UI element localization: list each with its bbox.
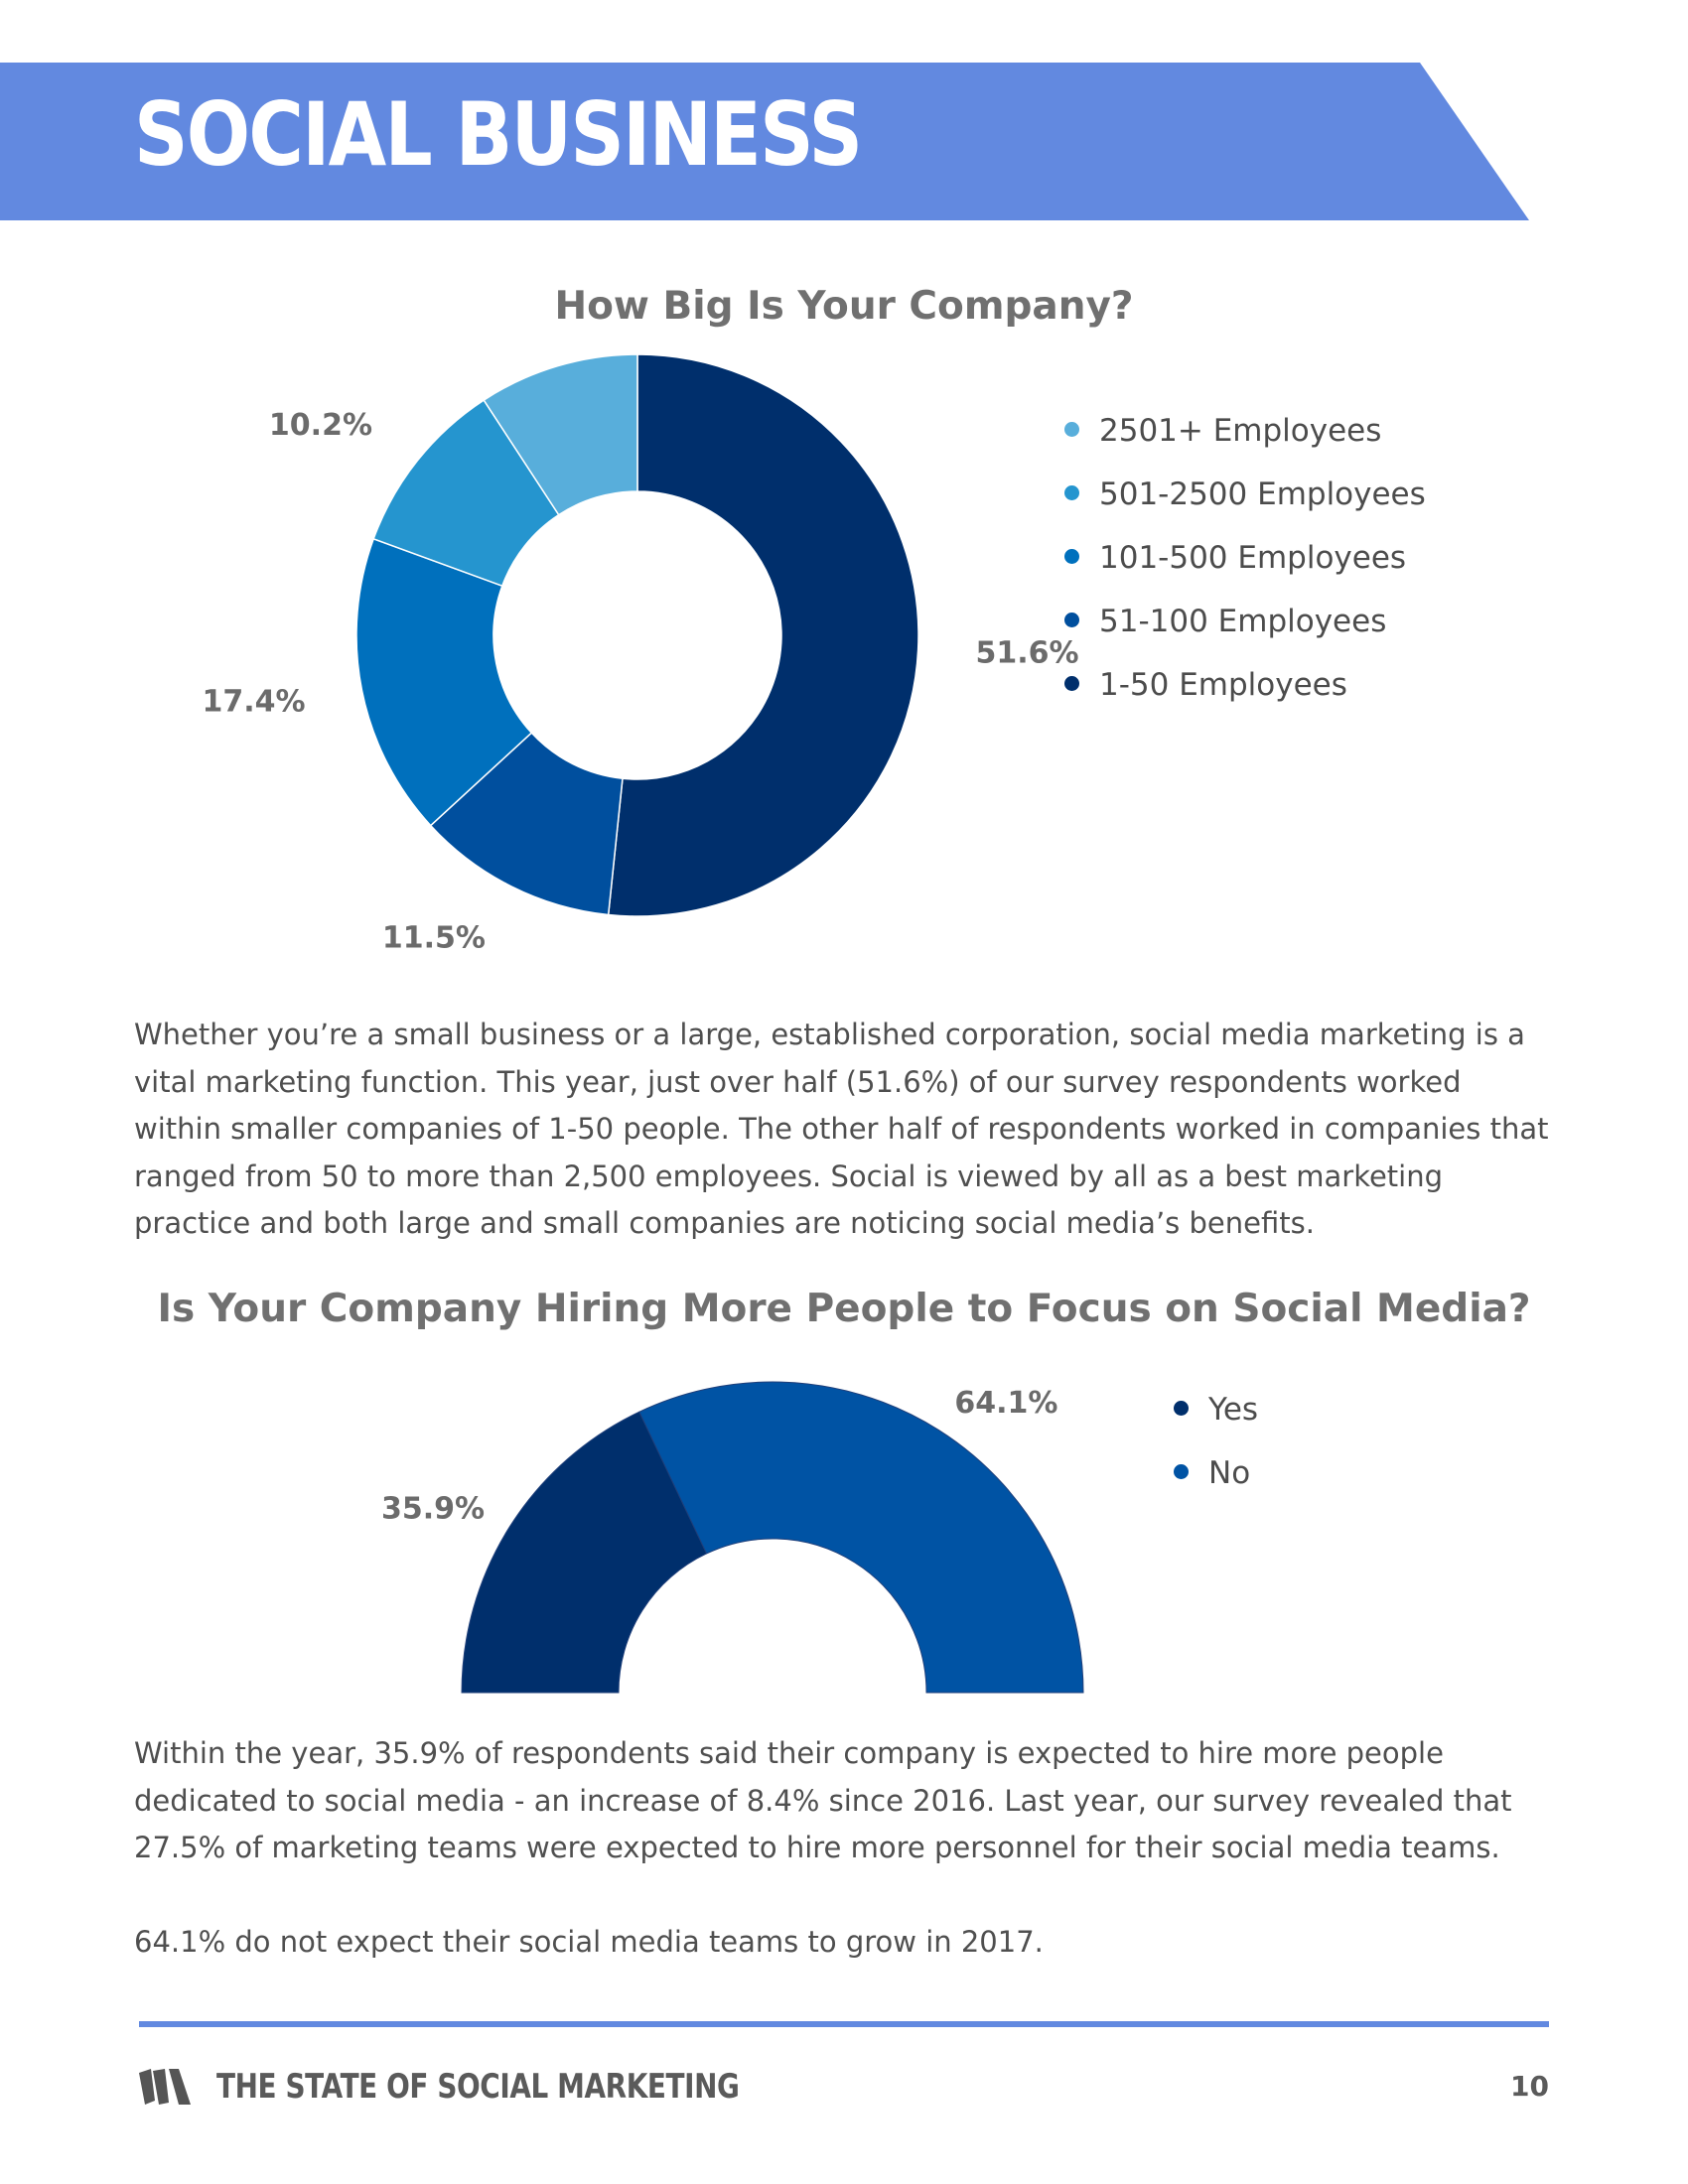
legend-label: 501-2500 Employees	[1099, 477, 1426, 512]
donut-slice	[483, 353, 638, 516]
semi-donut-slice	[461, 1411, 708, 1694]
publisher-logo-icon	[139, 2069, 191, 2105]
legend-item: No	[1174, 1455, 1258, 1519]
donut-slice-label: 51.6%	[976, 636, 1079, 671]
legend-item: 2501+ Employees	[1064, 413, 1426, 477]
legend-swatch	[1064, 422, 1079, 437]
footer-divider	[139, 2021, 1549, 2027]
legend-swatch	[1174, 1401, 1189, 1416]
legend-swatch	[1064, 613, 1079, 627]
legend-item: 51-100 Employees	[1064, 604, 1426, 667]
legend-item: Yes	[1174, 1392, 1258, 1455]
legend-swatch	[1064, 485, 1079, 500]
semi-donut-slice-label: 35.9%	[381, 1492, 485, 1527]
donut-slice-label: 10.2%	[269, 408, 372, 443]
legend-swatch	[1174, 1464, 1189, 1479]
hiring-paragraph: Within the year, 35.9% of respondents sa…	[134, 1736, 1512, 1864]
hiring-legend: Yes No	[1174, 1392, 1258, 1519]
donut-slice-label: 11.5%	[382, 921, 486, 956]
hiring-chart-title: Is Your Company Hiring More People to Fo…	[157, 1287, 1531, 1331]
company-size-paragraph: Whether you’re a small business or a lar…	[134, 1018, 1549, 1240]
legend-swatch	[1064, 549, 1079, 564]
company-size-chart-title: How Big Is Your Company?	[554, 284, 1134, 329]
semi-donut-slice-label: 64.1%	[954, 1386, 1057, 1421]
header-banner	[0, 63, 1529, 220]
legend-item: 501-2500 Employees	[1064, 477, 1426, 540]
hiring-semi-donut-chart: 35.9% 64.1%	[381, 1381, 1084, 1694]
legend-label: 101-500 Employees	[1099, 540, 1407, 576]
donut-slice	[355, 537, 533, 827]
donut-slice	[607, 353, 919, 917]
legend-label: Yes	[1208, 1392, 1259, 1428]
donut-slice-label: 17.4%	[202, 685, 305, 720]
legend-label: 51-100 Employees	[1099, 604, 1387, 639]
semi-donut-slice	[638, 1381, 1084, 1694]
legend-label: 1-50 Employees	[1099, 667, 1347, 703]
legend-label: No	[1208, 1455, 1251, 1491]
company-size-donut-chart: 51.6%11.5%17.4%10.2%9.2%	[202, 353, 1079, 956]
legend-swatch	[1064, 676, 1079, 691]
footer-title: THE STATE OF SOCIAL MARKETING	[216, 2067, 740, 2107]
legend-label: 2501+ Employees	[1099, 413, 1382, 449]
legend-item: 1-50 Employees	[1064, 667, 1426, 731]
company-size-legend: 2501+ Employees 501-2500 Employees 101-5…	[1064, 413, 1426, 731]
legend-item: 101-500 Employees	[1064, 540, 1426, 604]
page-number: 10	[1510, 2070, 1549, 2103]
section-title: SOCIAL BUSINESS	[134, 83, 863, 186]
hiring-note-paragraph: 64.1% do not expect their social media t…	[134, 1925, 1044, 1959]
